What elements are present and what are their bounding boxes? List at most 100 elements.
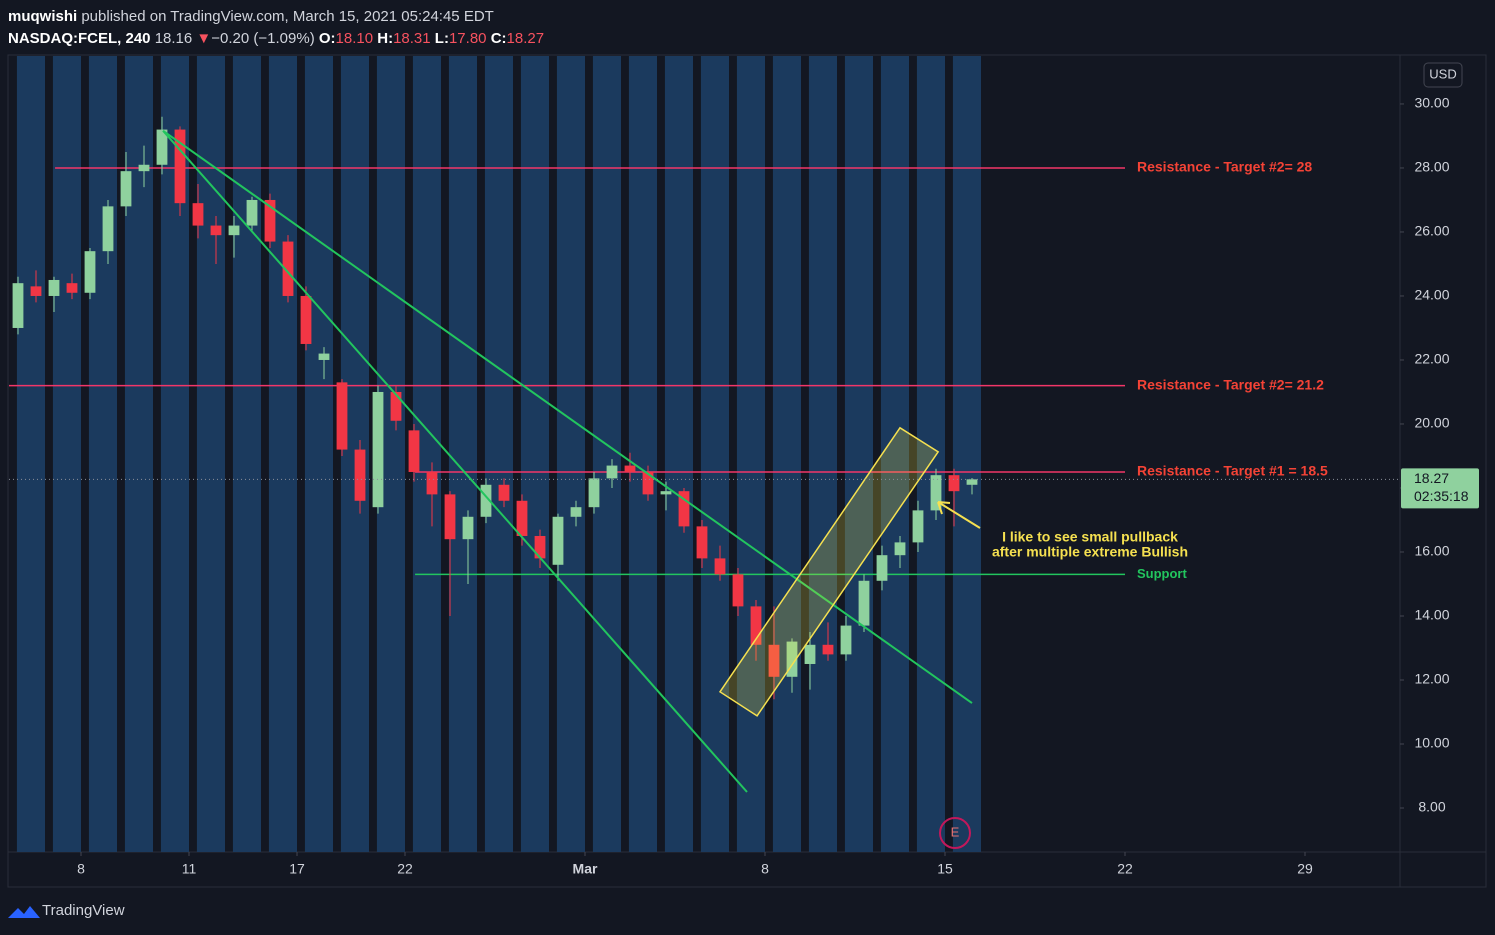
candle-body [678, 491, 690, 527]
candle-body [462, 516, 474, 540]
earnings-label: E [951, 824, 960, 839]
candle-body [192, 203, 204, 226]
candle-body [426, 471, 438, 495]
candle-body [876, 555, 888, 581]
candle-body [858, 580, 870, 626]
last-price: 18.27 [1414, 470, 1449, 486]
session-stripe [700, 56, 729, 852]
candle-body [660, 491, 672, 495]
y-tick-label: 20.00 [1414, 415, 1449, 431]
session-stripe [592, 56, 621, 852]
h: 18.31 [393, 30, 431, 47]
c: 18.27 [506, 30, 545, 47]
candle-body [120, 171, 132, 207]
candle-body [102, 206, 114, 252]
x-tick-label: 15 [937, 861, 953, 877]
note-arrow [937, 501, 981, 529]
candle-body [894, 542, 906, 556]
candle-body [444, 494, 456, 540]
header-line-1: muqwishi published on TradingView.com, M… [8, 6, 544, 28]
trendline [162, 130, 748, 793]
candle-body [228, 225, 240, 236]
y-tick-label: 10.00 [1414, 735, 1449, 751]
session-stripe [952, 56, 981, 852]
session-stripe [772, 56, 801, 852]
level-label: Support [1137, 566, 1187, 581]
y-tick-label: 26.00 [1414, 223, 1449, 239]
y-tick-label: 28.00 [1414, 159, 1449, 175]
candle-body [156, 129, 168, 165]
session-stripe [16, 56, 45, 852]
brand: TradingView [42, 902, 125, 919]
l-label: L: [434, 30, 449, 47]
candle-body [282, 241, 294, 296]
last-price-box [1401, 468, 1479, 509]
y-tick-label: 24.00 [1414, 287, 1449, 303]
session-stripe [520, 56, 549, 852]
candle-body [696, 526, 708, 559]
session-stripe [628, 56, 657, 852]
session-stripe [664, 56, 693, 852]
candle-body [534, 535, 546, 559]
candle-body [318, 353, 330, 360]
y-tick-label: 8.00 [1418, 799, 1445, 815]
candle-body [12, 283, 24, 328]
currency: USD [1429, 66, 1456, 81]
x-tick-label: 8 [77, 861, 85, 877]
x-tick-label: 29 [1297, 861, 1313, 877]
l: 17.80 [448, 30, 487, 47]
candle-body [606, 465, 618, 479]
session-stripe [196, 56, 225, 852]
candle-body [408, 430, 420, 472]
level-label: Resistance - Target #2= 28 [1137, 159, 1312, 175]
last: 18.16 [154, 30, 193, 47]
session-stripe [268, 56, 297, 852]
trendline [162, 130, 973, 704]
candle-body [30, 286, 42, 296]
tv-logo [8, 906, 40, 918]
candle-body [624, 465, 636, 472]
candle-body [786, 641, 798, 677]
candle-body [516, 500, 528, 536]
candle-body [768, 644, 780, 677]
currency-box [1423, 62, 1463, 88]
candle-body [570, 507, 582, 517]
x-tick-label: 22 [1117, 861, 1133, 877]
candle-body [66, 283, 78, 293]
y-tick-label: 12.00 [1414, 671, 1449, 687]
x-tick-label: 17 [289, 861, 305, 877]
y-tick-label: 30.00 [1414, 95, 1449, 111]
session-stripe [304, 56, 333, 852]
session-stripe [232, 56, 261, 852]
channel [718, 426, 940, 717]
x-tick-label: 22 [397, 861, 413, 877]
session-stripe [448, 56, 477, 852]
session-stripe [556, 56, 585, 852]
o-label: O: [318, 30, 336, 47]
candle-body [246, 199, 258, 226]
c-label: C: [490, 30, 507, 47]
candle-body [804, 644, 816, 664]
candle-body [840, 625, 852, 655]
y-tick-label: 16.00 [1414, 543, 1449, 559]
earnings-circle [939, 817, 971, 849]
change: −0.20 (−1.09%) [211, 30, 315, 47]
candle-body [498, 484, 510, 501]
candle-body [210, 225, 222, 236]
session-stripe [52, 56, 81, 852]
candle-body [174, 129, 186, 204]
candle-body [552, 516, 564, 565]
x-tick-label: 11 [182, 861, 197, 877]
candle-body [354, 449, 366, 501]
candle-body [372, 391, 384, 508]
session-stripe [880, 56, 909, 852]
candle-body [84, 251, 96, 293]
note: after multiple extreme Bullish [992, 544, 1188, 560]
candle-body [822, 644, 834, 655]
candle-body [642, 471, 654, 495]
candle-body [714, 558, 726, 575]
candle-body [930, 475, 942, 511]
note: I like to see small pullback [1002, 529, 1178, 545]
